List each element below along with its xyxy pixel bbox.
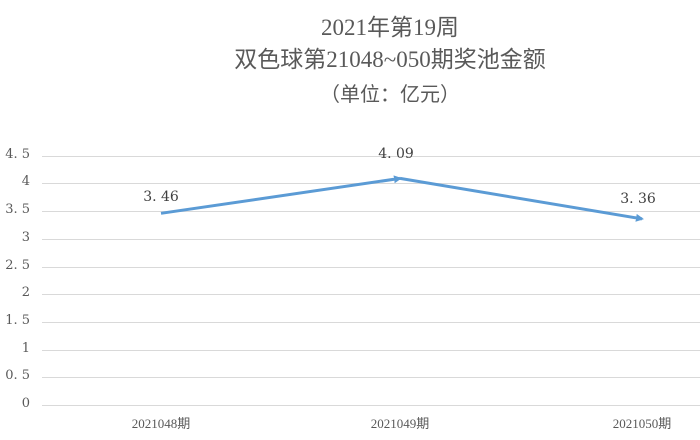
gridline: [42, 294, 700, 295]
y-tick-label: 0: [21, 396, 30, 411]
y-tick-label: 0. 5: [5, 368, 30, 383]
chart-subtitle-unit: （单位：亿元）: [320, 84, 460, 106]
y-tick-label: 2: [21, 285, 30, 300]
line-segment: [160, 175, 402, 215]
data-label: 4. 09: [378, 146, 414, 162]
gridline: [42, 156, 700, 157]
data-label: 3. 36: [620, 191, 656, 207]
gridline: [42, 377, 700, 378]
gridline: [42, 405, 700, 406]
line-segment: [399, 176, 644, 222]
data-label: 3. 46: [143, 189, 179, 205]
y-tick-label: 3. 5: [5, 202, 30, 217]
y-tick-label: 2. 5: [5, 258, 30, 273]
x-tick-label: 2021049期: [370, 416, 430, 431]
y-tick-label: 1: [21, 341, 30, 356]
gridline: [42, 350, 700, 351]
y-tick-label: 3: [21, 230, 30, 245]
gridline: [42, 322, 700, 323]
data-series-line: [160, 175, 644, 222]
x-tick-label: 2021050期: [612, 416, 672, 431]
chart-title-line1: 2021年第19周: [321, 15, 459, 40]
chart-title-line2: 双色球第21048~050期奖池金额: [234, 47, 546, 72]
gridline: [42, 211, 700, 212]
y-tick-label: 4: [21, 174, 30, 189]
x-tick-label: 2021048期: [131, 416, 191, 431]
y-tick-label: 1. 5: [5, 313, 30, 328]
gridline: [42, 239, 700, 240]
gridline: [42, 267, 700, 268]
y-tick-label: 4. 5: [5, 147, 30, 162]
